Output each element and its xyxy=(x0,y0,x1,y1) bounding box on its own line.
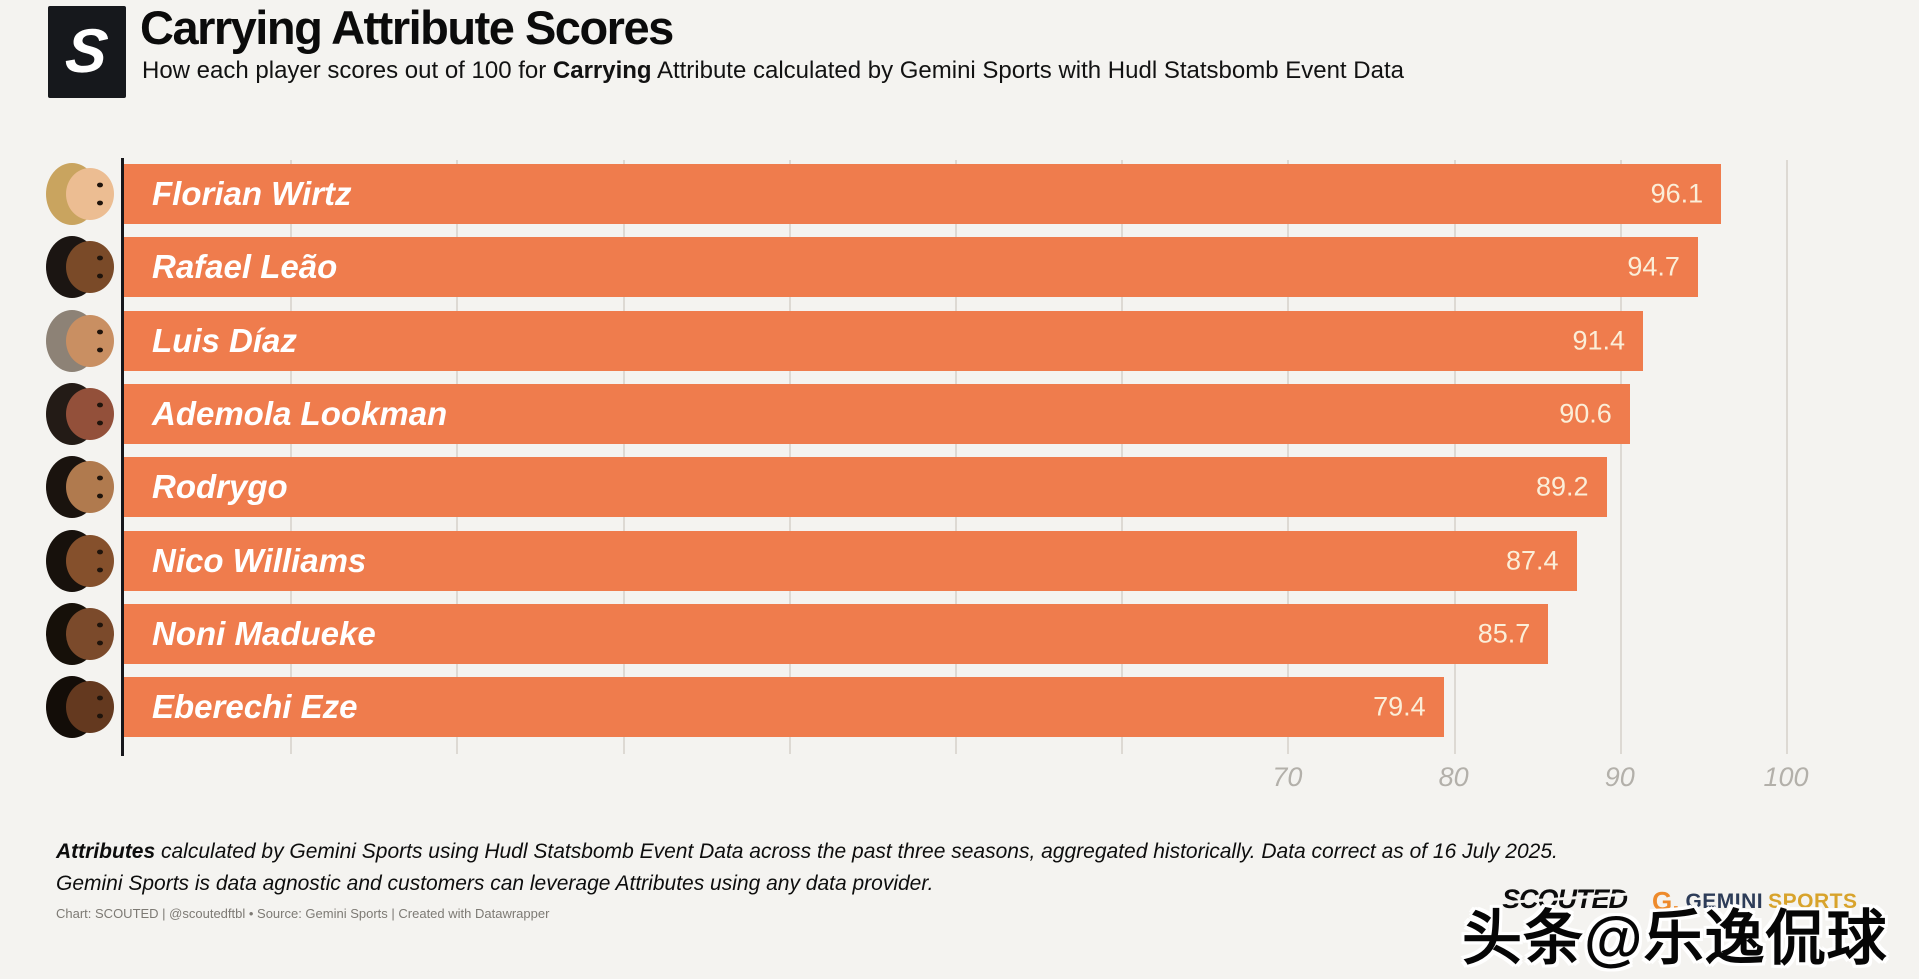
score-value-label: 79.4 xyxy=(1373,691,1426,722)
subtitle-bold-word: Carrying xyxy=(552,57,652,84)
player-headshot-avatar xyxy=(46,236,114,299)
score-value-label: 96.1 xyxy=(1650,178,1704,209)
score-bar: Luis Díaz 91.4 xyxy=(124,310,1644,371)
player-name-label: Noni Madueke xyxy=(152,614,376,652)
gridline-30 xyxy=(622,160,625,754)
bar-row: Rafael Leão 94.7 xyxy=(46,236,1786,299)
bar-row: Luis Díaz 91.4 xyxy=(46,309,1786,372)
bar-chart-plot-area: 70 80 90 100 Florian Wirtz 96.1 Rafael Leão 94.… xyxy=(46,160,1809,792)
bar-row: Eberechi Eze 79.4 xyxy=(46,676,1786,739)
footer-notes: Attributes calculated by Gemini Sports u… xyxy=(56,836,1558,900)
player-name-label: Rodrygo xyxy=(152,468,288,506)
footer-note-bold: Attributes xyxy=(56,840,156,863)
page-title: Carrying Attribute Scores xyxy=(140,1,674,54)
y-axis-line xyxy=(121,158,124,756)
chart-credit-line: Chart: SCOUTED | @scoutedftbl • Source: … xyxy=(56,906,550,921)
gridline-80 xyxy=(1453,160,1456,754)
logo-letter: S xyxy=(62,17,112,86)
sports-word: SPORTS xyxy=(1768,889,1858,913)
subtitle-suffix: Attribute calculated by Gemini Sports wi… xyxy=(651,57,1404,84)
score-value-label: 87.4 xyxy=(1506,545,1559,575)
player-name-label: Nico Williams xyxy=(152,541,367,579)
gemini-word: GEMINI xyxy=(1685,889,1764,913)
score-bar: Rafael Leão 94.7 xyxy=(124,237,1698,298)
bar-row: Florian Wirtz 96.1 xyxy=(46,163,1786,225)
bar-row: Nico Williams 87.4 xyxy=(46,529,1786,592)
score-bar: Ademola Lookman 90.6 xyxy=(124,383,1630,444)
player-name-label: Florian Wirtz xyxy=(152,175,352,212)
gemini-g-icon: G. xyxy=(1652,886,1680,916)
player-headshot-avatar xyxy=(46,676,114,739)
gridline-70 xyxy=(1287,160,1290,754)
gridline-50 xyxy=(955,160,957,754)
gridline-20 xyxy=(456,160,459,754)
scouted-s-logo-icon: S xyxy=(48,6,126,98)
footer-note-rest: calculated by Gemini Sports using Hudl S… xyxy=(155,840,1558,863)
player-name-label: Rafael Leão xyxy=(152,248,338,286)
player-headshot-avatar xyxy=(46,456,114,519)
gridline-60 xyxy=(1121,160,1124,754)
bar-row: Noni Madueke 85.7 xyxy=(46,602,1786,665)
x-tick-label-70: 70 xyxy=(1272,762,1303,792)
player-headshot-avatar xyxy=(46,163,114,225)
footer-note-line1: Attributes calculated by Gemini Sports u… xyxy=(56,836,1558,868)
gridline-90 xyxy=(1619,160,1622,754)
score-bar: Noni Madueke 85.7 xyxy=(124,603,1549,664)
scouted-wordmark: SCOUTED xyxy=(1500,884,1629,915)
player-headshot-avatar xyxy=(46,529,114,592)
gemini-sports-logo: G. GEMINI SPORTS xyxy=(1652,886,1857,917)
score-bar: Eberechi Eze 79.4 xyxy=(124,677,1444,738)
score-value-label: 90.6 xyxy=(1559,398,1612,429)
score-bar: Rodrygo 89.2 xyxy=(124,457,1607,518)
gemini-sports-wordmark: GEMINI SPORTS xyxy=(1685,890,1857,914)
score-bar: Florian Wirtz 96.1 xyxy=(124,164,1722,224)
page-subtitle: How each player scores out of 100 for Ca… xyxy=(142,57,1404,85)
gridline-40 xyxy=(788,160,791,754)
gridline-100 xyxy=(1786,160,1788,754)
bar-row: Rodrygo 89.2 xyxy=(46,456,1786,519)
gridline-10 xyxy=(290,160,293,754)
score-value-label: 94.7 xyxy=(1627,251,1680,282)
x-tick-label-80: 80 xyxy=(1438,762,1469,792)
player-name-label: Luis Díaz xyxy=(152,321,297,359)
x-tick-label-90: 90 xyxy=(1604,762,1635,792)
score-value-label: 85.7 xyxy=(1477,618,1531,649)
player-name-label: Eberechi Eze xyxy=(152,688,358,726)
subtitle-prefix: How each player scores out of 100 for xyxy=(142,57,553,84)
x-tick-label-100: 100 xyxy=(1763,762,1809,792)
score-value-label: 89.2 xyxy=(1535,471,1589,502)
player-headshot-avatar xyxy=(46,382,114,445)
footer-note-line2: Gemini Sports is data agnostic and custo… xyxy=(56,872,934,895)
bar-row: Ademola Lookman 90.6 xyxy=(46,382,1786,445)
player-name-label: Ademola Lookman xyxy=(152,394,448,432)
player-headshot-avatar xyxy=(46,602,114,665)
watermark-text: 头条@乐逸侃球 xyxy=(1462,905,1888,972)
score-bar: Nico Williams 87.4 xyxy=(124,530,1577,591)
player-headshot-avatar xyxy=(46,309,114,372)
score-value-label: 91.4 xyxy=(1572,325,1626,356)
